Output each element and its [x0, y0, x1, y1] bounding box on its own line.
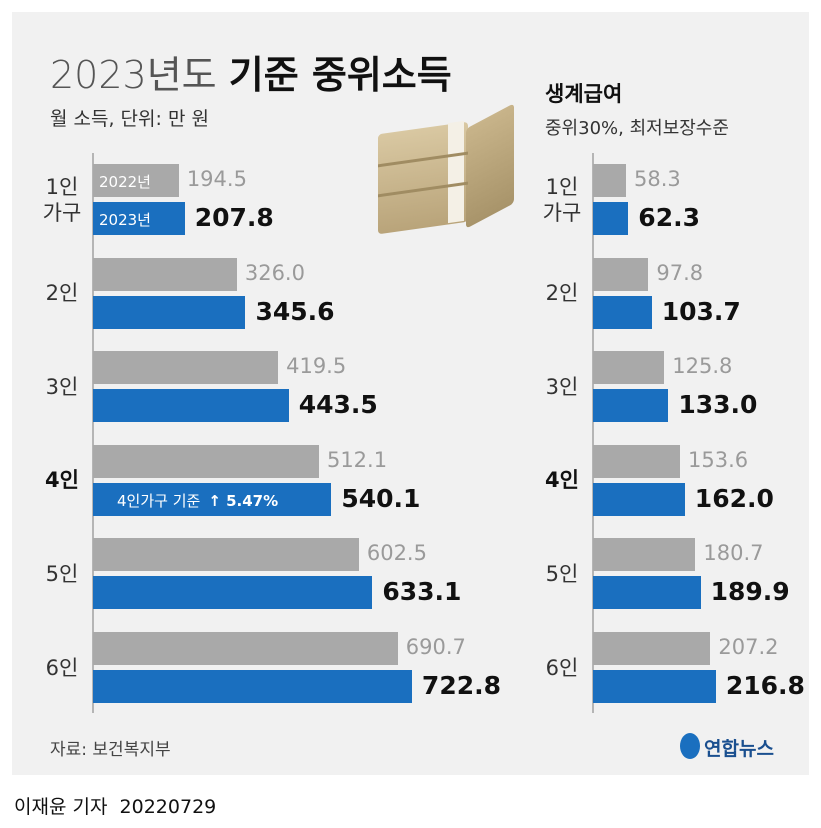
title-light: 2023년도	[50, 53, 217, 97]
source: 자료: 보건복지부	[50, 740, 171, 760]
category-label: 6인	[45, 655, 79, 680]
legend-label: 2022년	[99, 173, 151, 191]
logo-mark	[680, 733, 700, 759]
category-label: 3인	[45, 374, 79, 399]
value-label: 512.1	[326, 447, 388, 472]
category-label: 4인	[45, 468, 79, 493]
category-label: 5인	[45, 561, 79, 586]
bar	[93, 389, 289, 423]
reporter: 이재윤 기자	[14, 796, 108, 818]
annotation-change: ↑ 5.47%	[208, 491, 279, 510]
axis-line	[92, 153, 94, 713]
bar	[593, 295, 652, 329]
bar	[593, 670, 716, 703]
bar	[593, 351, 665, 385]
category-label: 1인 가구	[542, 174, 582, 225]
category-label: 2인	[45, 281, 79, 306]
bar	[593, 202, 629, 235]
value-label: 189.9	[710, 577, 790, 607]
value-label: 62.3	[638, 203, 700, 232]
bar	[93, 482, 332, 516]
value-label: 540.1	[341, 483, 421, 513]
bar	[593, 632, 711, 665]
category-label: 1인 가구	[42, 174, 82, 225]
value-label: 326.0	[244, 260, 305, 285]
value-label: 133.0	[678, 390, 758, 420]
value-label: 216.8	[725, 671, 805, 700]
value-label: 690.7	[405, 635, 466, 659]
value-label: 443.5	[298, 390, 378, 420]
category-label: 2인	[545, 281, 579, 306]
value-label: 602.5	[366, 541, 427, 566]
chart-title: 생계급여	[545, 82, 623, 106]
money-illustration	[378, 103, 518, 235]
annotation-text: 4인가구 기준	[117, 491, 201, 510]
value-label: 58.3	[634, 167, 681, 191]
bar	[593, 164, 627, 197]
value-label: 419.5	[286, 354, 347, 379]
bar	[93, 164, 179, 197]
bar	[593, 482, 685, 516]
value-label: 722.8	[421, 671, 501, 700]
category-label: 5인	[545, 561, 579, 586]
bar	[93, 670, 412, 703]
value-label: 162.0	[694, 483, 774, 513]
bar	[93, 632, 398, 665]
value-label: 633.1	[382, 577, 462, 607]
bar	[93, 202, 185, 235]
value-label: 194.5	[186, 167, 247, 191]
annotation: 4인가구 기준 ↑ 5.47%	[117, 490, 278, 511]
subtitle: 월 소득, 단위: 만 원	[50, 108, 209, 130]
bar	[593, 538, 696, 572]
legend-label: 2023년	[99, 211, 151, 229]
value-label: 207.8	[194, 203, 274, 232]
category-label: 4인	[545, 468, 579, 493]
value-label: 97.8	[656, 260, 704, 285]
bar	[93, 257, 237, 291]
chart-subtitle: 중위30%, 최저보장수준	[545, 118, 729, 139]
value-label: 345.6	[255, 296, 335, 326]
date: 20220729	[119, 796, 217, 818]
bar	[93, 351, 279, 385]
value-label: 207.2	[718, 635, 779, 659]
bar	[93, 576, 373, 610]
title: 2023년도 기준 중위소득	[50, 44, 452, 99]
bar	[593, 389, 669, 423]
title-bold: 기준 중위소득	[228, 53, 452, 97]
value-label: 103.7	[661, 296, 741, 326]
value-label: 180.7	[703, 541, 764, 566]
bar	[93, 295, 246, 329]
category-label: 6인	[545, 655, 579, 680]
logo: 연합뉴스	[704, 738, 774, 760]
bar	[593, 444, 681, 478]
value-label: 125.8	[672, 354, 733, 379]
bar	[593, 576, 701, 610]
axis-line	[592, 153, 594, 713]
bar	[593, 257, 649, 291]
value-label: 153.6	[688, 447, 749, 472]
category-label: 3인	[545, 374, 579, 399]
bar	[93, 538, 359, 572]
byline: 이재윤 기자 20220729	[14, 792, 216, 819]
bar	[93, 444, 319, 478]
